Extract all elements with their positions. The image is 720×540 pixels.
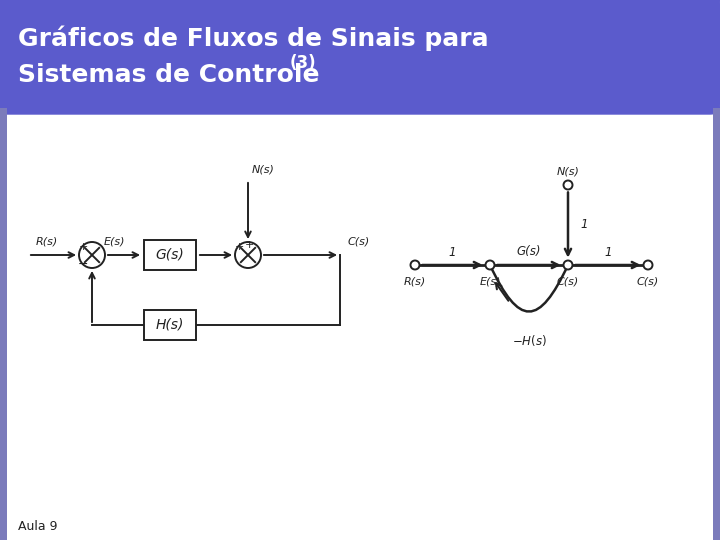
- Text: C(s): C(s): [348, 237, 370, 247]
- Text: +: +: [246, 240, 255, 250]
- Text: (3): (3): [290, 54, 317, 72]
- Text: +: +: [78, 242, 88, 252]
- Text: Gráficos de Fluxos de Sinais para: Gráficos de Fluxos de Sinais para: [18, 25, 489, 51]
- Bar: [144, 240, 196, 270]
- Circle shape: [564, 180, 572, 190]
- Circle shape: [410, 260, 420, 269]
- Text: Sistemas de Controle: Sistemas de Controle: [18, 63, 328, 87]
- Circle shape: [644, 260, 652, 269]
- Text: R(s): R(s): [36, 237, 58, 247]
- Text: G(s): G(s): [156, 248, 184, 262]
- Text: −: −: [78, 258, 89, 271]
- Text: G(s): G(s): [517, 246, 541, 259]
- Text: N(s): N(s): [252, 165, 275, 175]
- FancyBboxPatch shape: [0, 0, 720, 114]
- Text: C(s): C(s): [557, 276, 579, 286]
- Text: 1: 1: [604, 246, 612, 259]
- Circle shape: [485, 260, 495, 269]
- Text: E(s): E(s): [480, 276, 500, 286]
- Text: 1: 1: [580, 219, 588, 232]
- Bar: [144, 310, 196, 340]
- Bar: [0, 108, 7, 540]
- Text: E(s): E(s): [103, 237, 125, 247]
- Bar: [713, 108, 720, 540]
- Text: Aula 9: Aula 9: [18, 519, 58, 532]
- Text: C(s): C(s): [637, 276, 659, 286]
- Text: N(s): N(s): [557, 166, 580, 176]
- Text: $-H(s)$: $-H(s)$: [511, 334, 546, 348]
- Circle shape: [564, 260, 572, 269]
- Text: 1: 1: [449, 246, 456, 259]
- Text: R(s): R(s): [404, 276, 426, 286]
- Text: H(s): H(s): [156, 318, 184, 332]
- Text: +: +: [234, 242, 243, 252]
